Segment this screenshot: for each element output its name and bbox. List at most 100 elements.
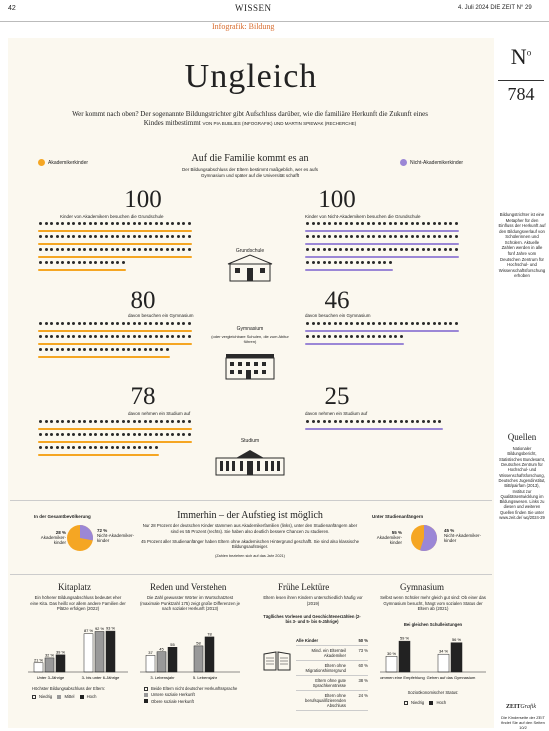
person-icon	[181, 235, 187, 240]
person-icon	[393, 248, 399, 253]
person-icon	[176, 235, 182, 240]
person-icon	[104, 446, 110, 451]
person-icon	[316, 222, 322, 227]
person-icon	[66, 222, 72, 227]
person-icon	[393, 322, 399, 327]
bar-label: 39 %	[56, 649, 66, 654]
person-icon	[355, 322, 361, 327]
bar	[83, 633, 94, 673]
person-icon	[410, 420, 416, 425]
reden-bar-chart: 37 45 55 3. Lebensjahr 58 78 5. Lebensjahr	[140, 631, 240, 680]
person-icon	[377, 261, 383, 266]
person-icon	[154, 235, 160, 240]
person-icon	[187, 420, 193, 425]
person-icon	[60, 222, 66, 227]
person-icon	[399, 335, 405, 340]
person-icon	[77, 433, 83, 438]
person-icon	[99, 433, 105, 438]
person-icon	[421, 235, 427, 240]
person-icon	[115, 222, 121, 227]
row-value: 24 %	[358, 693, 368, 698]
person-icon	[432, 322, 438, 327]
person-icon	[66, 335, 72, 340]
person-icon	[38, 433, 44, 438]
group-label: 5. Lebensjahr	[193, 675, 218, 680]
person-row-bar	[305, 269, 393, 271]
person-icon	[426, 420, 432, 425]
person-icon	[104, 348, 110, 353]
pie-slice-academic	[419, 525, 437, 551]
person-icon	[333, 235, 339, 240]
stage-label-gymnasium: Gymnasium	[236, 326, 264, 332]
person-icon	[165, 348, 171, 353]
person-icon	[66, 261, 72, 266]
person-row-bar	[38, 356, 170, 358]
person-icon	[382, 222, 388, 227]
bar-label: 92 %	[95, 626, 105, 631]
person-icon	[44, 222, 50, 227]
person-icon	[366, 322, 372, 327]
person-icon	[60, 446, 66, 451]
person-icon	[443, 248, 449, 253]
person-icon	[311, 261, 317, 266]
pie-chart-population	[67, 525, 93, 551]
infographic-panel	[8, 38, 494, 728]
person-icon	[176, 322, 182, 327]
person-icon	[371, 248, 377, 253]
person-icon	[327, 235, 333, 240]
person-icon	[333, 420, 339, 425]
person-icon	[66, 322, 72, 327]
person-icon	[49, 248, 55, 253]
person-icon	[305, 261, 311, 266]
person-icon	[143, 235, 149, 240]
person-icon	[154, 433, 160, 438]
person-icon	[38, 348, 44, 353]
person-icon	[382, 235, 388, 240]
person-row-bar	[38, 256, 192, 258]
person-icon	[366, 261, 372, 266]
person-icon	[104, 222, 110, 227]
person-icon	[371, 235, 377, 240]
pie-slice-academic	[80, 525, 93, 541]
person-icon	[338, 335, 344, 340]
person-icon	[71, 335, 77, 340]
person-icon	[99, 348, 105, 353]
person-icon	[432, 222, 438, 227]
person-icon	[360, 335, 366, 340]
person-icon	[388, 248, 394, 253]
person-icon	[404, 235, 410, 240]
table-row: Alle Kinder 50 %	[296, 636, 368, 646]
person-icon	[71, 420, 77, 425]
person-icon	[159, 335, 165, 340]
person-icon	[148, 348, 154, 353]
middle-text: Nur 28 Prozent der deutschen Kinder stam…	[140, 523, 360, 559]
person-icon	[327, 322, 333, 327]
pie-chart-students	[411, 525, 437, 551]
person-icon	[71, 433, 77, 438]
funnel-right-value-3: 25	[324, 383, 350, 410]
gymnasium-bar-chart: 30 % 59 % Bekommen eine Empfehlung 34 % 56 %…	[380, 636, 486, 680]
bar	[193, 645, 204, 673]
person-icon	[132, 335, 138, 340]
person-icon	[55, 222, 61, 227]
person-icon	[349, 248, 355, 253]
person-icon	[327, 261, 333, 266]
person-icon	[126, 420, 132, 425]
lektuere-text: Eltern lesen ihren Kindern unterschiedli…	[263, 595, 363, 606]
pie-right-b: 45 % Nicht-Akademiker-kinder	[444, 528, 482, 543]
person-icon	[333, 248, 339, 253]
person-icon	[399, 420, 405, 425]
person-icon	[82, 261, 88, 266]
person-icon	[104, 420, 110, 425]
bar	[105, 630, 116, 673]
gymnasium-legend: Niedrig Hoch	[404, 700, 446, 705]
person-icon	[66, 235, 72, 240]
person-icon	[377, 222, 383, 227]
person-icon	[355, 222, 361, 227]
person-icon	[99, 222, 105, 227]
person-icon	[88, 348, 94, 353]
person-icon	[60, 248, 66, 253]
person-icon	[305, 235, 311, 240]
person-icon	[316, 322, 322, 327]
stage-label-grundschule: Grundschule	[235, 248, 265, 254]
